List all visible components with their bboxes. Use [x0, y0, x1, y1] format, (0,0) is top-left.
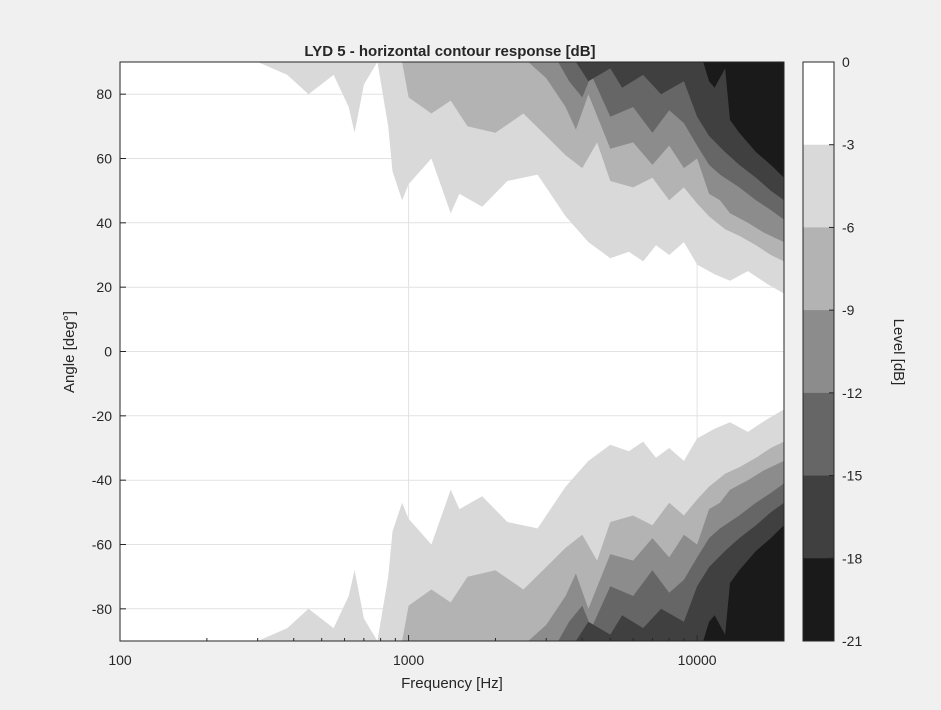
- x-tick-label: 100: [108, 652, 132, 668]
- colorbar-tick-label: -12: [842, 385, 862, 401]
- x-tick-label: 10000: [678, 652, 717, 668]
- colorbar-swatch: [803, 62, 834, 146]
- colorbar-tick-label: -15: [842, 468, 862, 484]
- colorbar-ticks: 0 -3 -6 -9 -12 -15 -18 -21: [829, 54, 862, 649]
- y-axis-label: Angle [deg°]: [61, 311, 78, 393]
- colorbar-tick-label: -21: [842, 633, 862, 649]
- colorbar-tick-label: -6: [842, 219, 855, 235]
- colorbar-swatch: [803, 144, 834, 228]
- colorbar-swatch: [803, 558, 834, 642]
- colorbar-label: Level [dB]: [890, 319, 907, 386]
- colorbar-swatch: [803, 227, 834, 311]
- contour-band-upper: [703, 62, 784, 178]
- x-axis-ticks: 100 1000 10000: [108, 635, 785, 668]
- chart-title: LYD 5 - horizontal contour response [dB]: [304, 43, 595, 60]
- colorbar-swatch: [803, 392, 834, 477]
- colorbar-tick-label: 0: [842, 54, 850, 70]
- colorbar-tick-label: -3: [842, 137, 855, 153]
- y-tick-label: 20: [96, 279, 112, 295]
- y-tick-label: -60: [92, 537, 112, 553]
- y-tick-label: 80: [96, 86, 112, 102]
- y-axis-ticks: 80 60 40 20 0 -20 -40 -60 -80: [92, 86, 126, 617]
- y-tick-label: -20: [92, 408, 112, 424]
- x-tick-label: 1000: [393, 652, 424, 668]
- y-tick-label: -40: [92, 472, 112, 488]
- contour-layer: [257, 62, 784, 641]
- colorbar-tick-label: -9: [842, 302, 855, 318]
- plot-area: [119, 61, 785, 642]
- y-tick-label: 40: [96, 215, 112, 231]
- colorbar-swatches: [803, 62, 834, 642]
- y-tick-label: 60: [96, 151, 112, 167]
- x-axis-label: Frequency [Hz]: [401, 675, 503, 692]
- colorbar-swatch: [803, 310, 834, 394]
- contour-band-lower: [703, 525, 784, 641]
- y-tick-label: 0: [104, 344, 112, 360]
- colorbar: 0 -3 -6 -9 -12 -15 -18 -21 Level [dB]: [802, 54, 907, 649]
- colorbar-swatch: [803, 475, 834, 559]
- colorbar-tick-label: -18: [842, 550, 862, 566]
- y-tick-label: -80: [92, 601, 112, 617]
- colorbar-frame: [802, 61, 835, 642]
